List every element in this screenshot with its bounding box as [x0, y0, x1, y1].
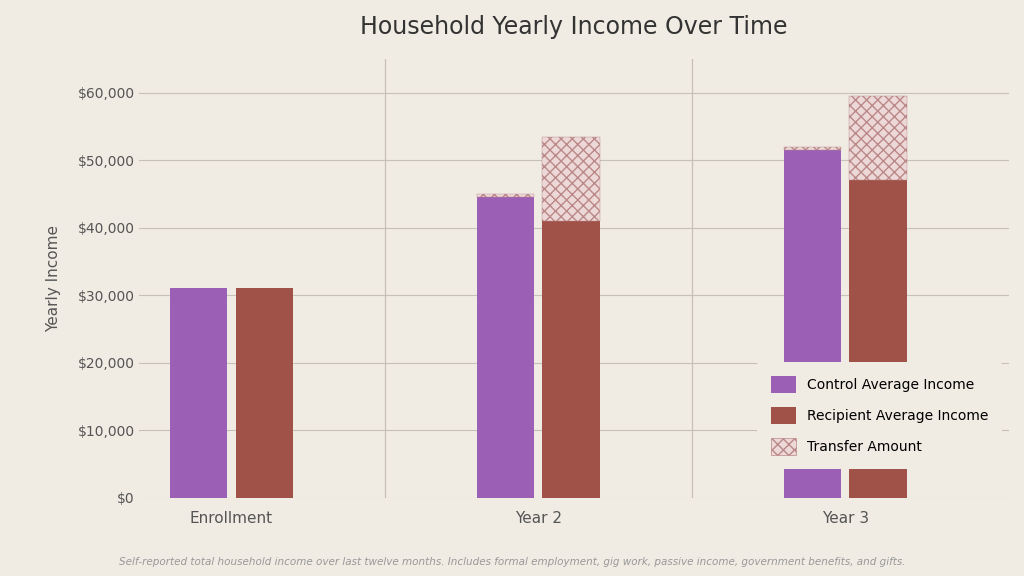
Bar: [784, 147, 841, 498]
Bar: [477, 194, 535, 498]
Text: Self-reported total household income over last twelve months. Includes formal em: Self-reported total household income ove…: [119, 558, 905, 567]
Bar: [170, 289, 227, 498]
Bar: [477, 194, 535, 198]
Legend: Control Average Income, Recipient Average Income, Transfer Amount: Control Average Income, Recipient Averag…: [757, 362, 1002, 469]
Bar: [543, 137, 600, 221]
Bar: [784, 147, 841, 150]
Y-axis label: Yearly Income: Yearly Income: [46, 225, 60, 332]
Bar: [849, 180, 906, 498]
Bar: [236, 289, 293, 498]
Title: Household Yearly Income Over Time: Household Yearly Income Over Time: [360, 15, 787, 39]
Bar: [543, 221, 600, 498]
Bar: [849, 96, 906, 180]
